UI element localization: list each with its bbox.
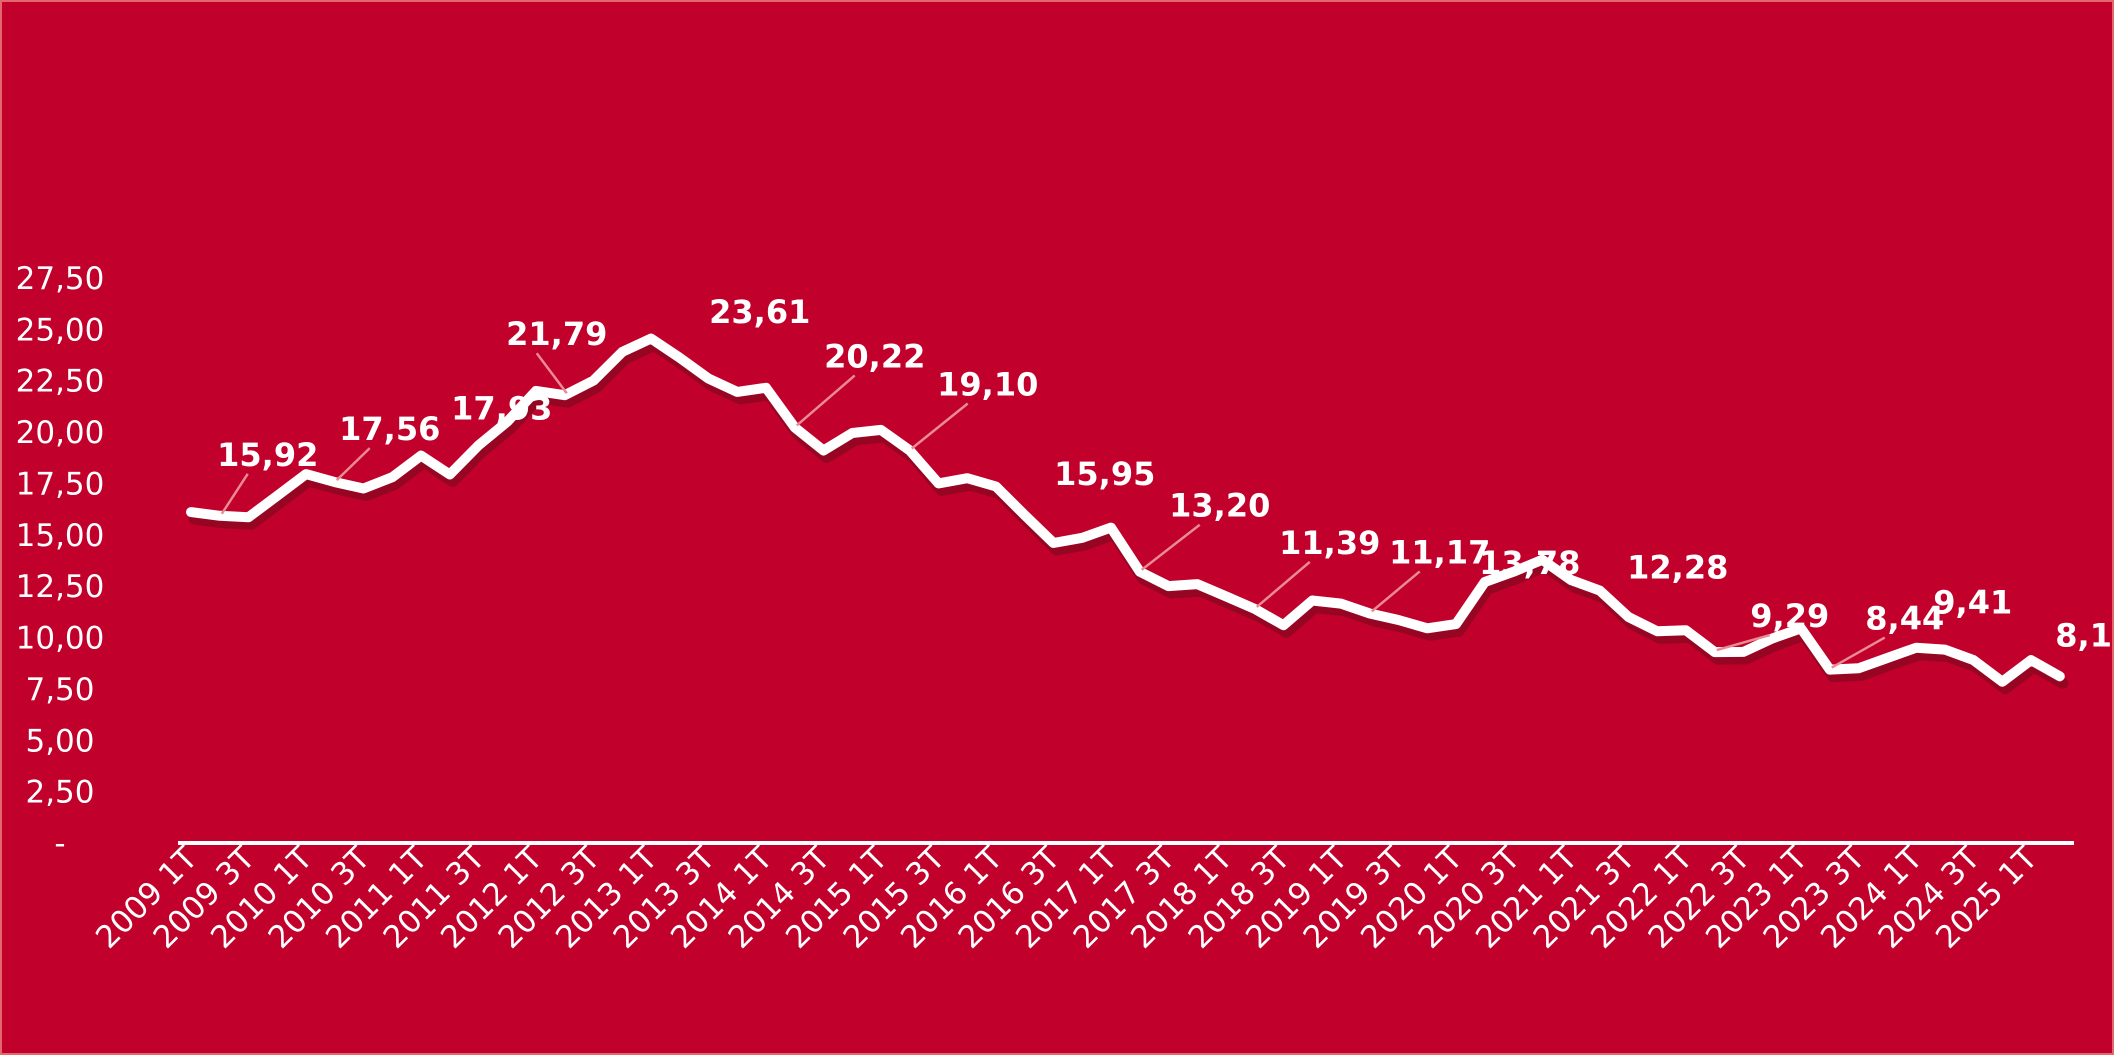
data-label: 15,95: [1054, 455, 1155, 493]
y-tick-label: 27,50: [16, 261, 105, 297]
y-tick-label: 2,50: [25, 775, 94, 811]
data-label: 23,61: [709, 293, 810, 331]
y-tick-label: 7,50: [25, 672, 94, 708]
data-label-leader: [535, 352, 568, 394]
y-tick-label: -: [54, 826, 65, 862]
data-label: 13,78: [1479, 544, 1580, 582]
data-label-leader: [910, 402, 969, 450]
data-label: 9,41: [1933, 584, 2012, 622]
data-label-leader: [335, 447, 371, 482]
data-label: 9,29: [1750, 597, 1829, 635]
data-label: 17,93: [451, 390, 552, 428]
data-label: 20,22: [824, 337, 925, 375]
data-label-leader: [220, 473, 249, 515]
data-label: 17,56: [339, 410, 440, 448]
y-tick-label: 20,00: [16, 415, 105, 451]
y-tick-label: 10,00: [16, 621, 105, 657]
data-label-leader: [1831, 636, 1886, 669]
y-tick-label: 25,00: [16, 312, 105, 348]
data-label: 21,79: [506, 315, 607, 353]
y-tick-label: 12,50: [16, 569, 105, 605]
data-label: 13,20: [1169, 487, 1270, 525]
y-tick-label: 17,50: [16, 466, 105, 502]
data-label: 8,11: [2055, 616, 2112, 654]
y-tick-label: 5,00: [25, 723, 94, 759]
y-tick-label: 22,50: [16, 364, 105, 400]
data-label: 15,92: [217, 436, 318, 474]
data-label: 8,44: [1865, 600, 1944, 638]
data-label-leader: [1140, 523, 1201, 571]
data-label: 11,17: [1389, 533, 1490, 571]
data-label-leader: [1370, 570, 1421, 613]
data-label: 11,39: [1279, 524, 1380, 562]
data-label: 19,10: [937, 365, 1038, 403]
data-label-leader: [795, 374, 856, 427]
data-label: 12,28: [1627, 549, 1728, 587]
data-label-leader: [1255, 560, 1311, 608]
series-line: [186, 333, 2065, 687]
data-label-leader: [1716, 633, 1771, 652]
y-tick-label: 15,00: [16, 518, 105, 554]
